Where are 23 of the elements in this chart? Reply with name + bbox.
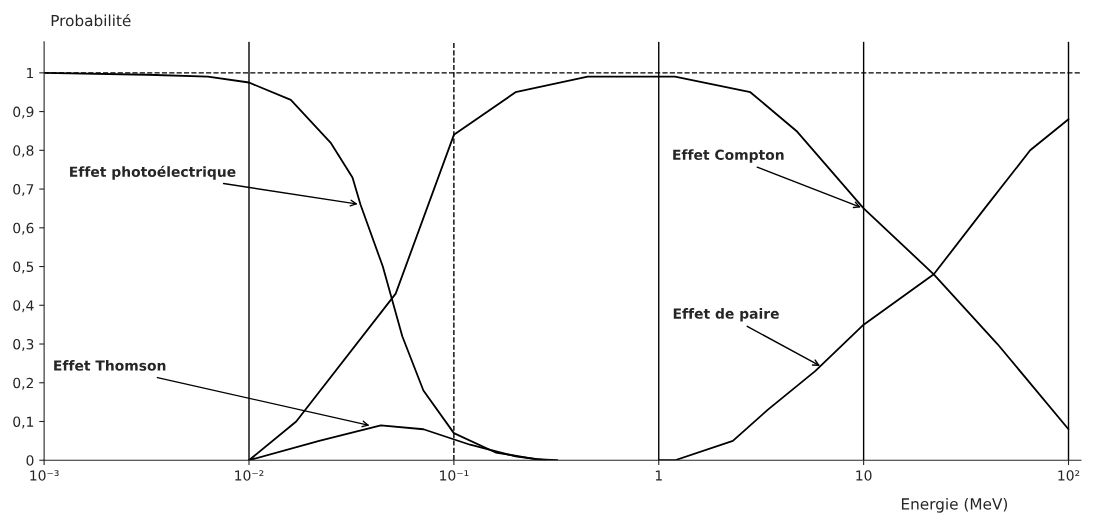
annotation: Effet photoélectrique	[70, 165, 236, 180]
y-tick-label: 0	[26, 455, 34, 466]
y-tick-label: 0,2	[13, 377, 34, 390]
annotation: Effet Compton	[673, 149, 784, 163]
y-tick-label: 1	[27, 67, 34, 79]
y-tick-label: 0,4	[13, 300, 34, 313]
y-tick-label: 0,6	[13, 222, 34, 235]
x-tick-label: 10⁻²	[235, 470, 264, 481]
y-tick-label: 0,7	[13, 184, 34, 196]
x-tick-label: 10⁻¹	[440, 470, 469, 481]
x-tick-label: 10⁻³	[30, 470, 59, 481]
y-tick-label: 0,5	[13, 261, 34, 274]
y-tick-label: 0,8	[13, 145, 34, 158]
annotation: Effet Thomson	[54, 360, 166, 371]
x-tick-label: 10²	[1058, 470, 1080, 481]
x-tick-label: 1	[655, 470, 662, 481]
x-tick-label: 10	[856, 470, 872, 481]
annotation: Effet de paire	[673, 308, 779, 322]
x-axis-title: Energie (MeV)	[901, 497, 1008, 513]
y-axis-title: Probabilité	[51, 13, 131, 27]
y-tick-label: 0,1	[13, 416, 34, 429]
y-tick-label: 0,3	[13, 338, 34, 351]
y-tick-label: 0,9	[13, 106, 34, 119]
